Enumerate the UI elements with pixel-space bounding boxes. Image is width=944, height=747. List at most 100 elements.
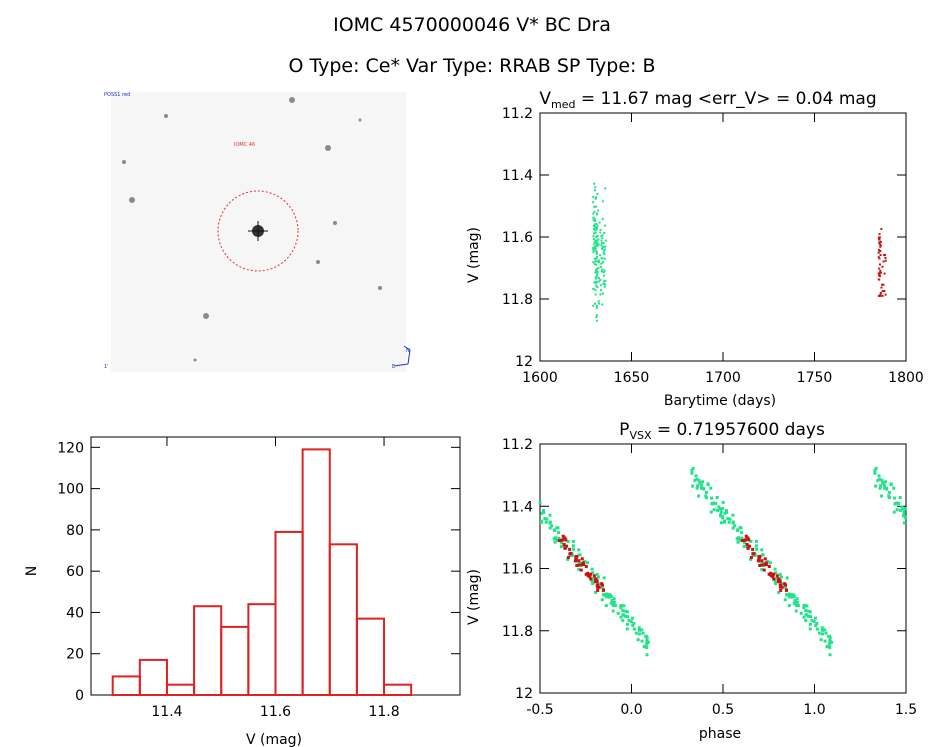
phased-point <box>893 501 897 505</box>
phased-point <box>698 481 702 485</box>
phased-point <box>737 536 741 540</box>
phased-point <box>564 544 568 548</box>
lightcurve-time-ytick-label: 11.6 <box>502 230 533 246</box>
phased-point <box>695 477 699 481</box>
finder-star <box>193 358 197 362</box>
lightcurve-time-point <box>883 289 886 292</box>
phased-point <box>585 561 589 565</box>
histogram-xtick-label: 11.6 <box>260 704 291 720</box>
phased-point <box>701 486 705 490</box>
lightcurve-time-point <box>599 231 602 234</box>
lightcurve-time-point <box>884 293 887 296</box>
phased-point <box>630 616 634 620</box>
phased-point <box>572 547 576 551</box>
phased-point <box>889 483 893 487</box>
phased-point <box>887 496 891 500</box>
phased-point <box>760 559 764 563</box>
phased-point <box>596 585 600 589</box>
phased-lightcurve-panel: PVSX = 0.71957600 days phase V (mag) -0.… <box>466 420 917 742</box>
lightcurve-time-point <box>593 281 596 284</box>
lightcurve-time-point <box>601 247 604 250</box>
phased-point <box>715 496 719 500</box>
phased-point <box>560 541 564 545</box>
lightcurve-time-point <box>592 261 595 264</box>
phased-point <box>568 552 572 556</box>
lightcurve-time-point <box>879 293 882 296</box>
phased-point <box>828 636 832 640</box>
lightcurve-time-ytick-label: 11.4 <box>502 168 533 184</box>
phased-point <box>771 575 775 579</box>
phased-point <box>719 514 723 518</box>
phased-point <box>723 511 727 515</box>
phased-point <box>777 590 781 594</box>
phased-point <box>568 547 572 551</box>
lightcurve-time-point <box>603 285 606 288</box>
phased-point <box>795 597 799 601</box>
phased-point <box>892 486 896 490</box>
phased-point <box>760 548 764 552</box>
lightcurve-time-point <box>596 286 599 289</box>
phased-point <box>878 477 882 481</box>
phased-point <box>619 615 623 619</box>
phased-ytick-label: 11.2 <box>502 437 533 453</box>
lightcurve-time-point <box>604 245 607 248</box>
lightcurve-time-point <box>602 242 605 245</box>
phased-point <box>769 574 773 578</box>
phased-point <box>553 529 557 533</box>
phased-point <box>793 598 797 602</box>
lightcurve-time-point <box>881 283 884 286</box>
phased-point <box>575 555 579 559</box>
phased-ytick-label: 11.8 <box>502 624 533 640</box>
lightcurve-time-point <box>592 251 595 254</box>
lightcurve-time-point <box>595 263 598 266</box>
lightcurve-time-point <box>594 271 597 274</box>
lightcurve-time-point <box>595 277 598 280</box>
phased-point <box>625 627 629 631</box>
phased-point <box>586 574 590 578</box>
histogram-xtick-label: 11.4 <box>151 704 182 720</box>
phased-point <box>792 601 796 605</box>
finder-label-target: IOMC 46 <box>234 142 255 148</box>
phased-point <box>538 500 542 504</box>
lightcurve-time-point <box>594 281 597 284</box>
phased-point <box>601 588 605 592</box>
phased-point <box>629 620 633 624</box>
histogram-bar <box>111 675 141 697</box>
lightcurve-time-point <box>593 226 596 229</box>
phased-point <box>792 593 796 597</box>
phased-point <box>595 572 599 576</box>
phased-point <box>605 594 609 598</box>
lightcurve-time-point <box>594 219 597 222</box>
phased-point <box>897 501 901 505</box>
phased-point <box>566 557 570 561</box>
phased-point <box>543 517 547 521</box>
lightcurve-time-point <box>594 258 597 261</box>
lightcurve-time-point <box>599 228 602 231</box>
phased-point <box>719 510 723 514</box>
phased-point <box>820 626 824 630</box>
lightcurve-time-point <box>599 265 602 268</box>
phased-point <box>749 557 753 561</box>
phased-frame <box>539 443 907 694</box>
lightcurve-time-point <box>603 274 606 277</box>
phased-point <box>779 575 783 579</box>
lightcurve-time-point <box>595 223 598 226</box>
lightcurve-time-point <box>592 238 595 241</box>
phased-point <box>746 546 750 550</box>
lightcurve-time-point <box>600 262 603 265</box>
phased-point <box>579 568 583 572</box>
finder-star <box>378 286 382 290</box>
phased-point <box>645 642 649 646</box>
phased-point <box>773 580 777 584</box>
phased-point <box>721 516 725 520</box>
phased-point <box>540 511 544 515</box>
phased-point <box>823 628 827 632</box>
phased-point <box>739 526 743 530</box>
lightcurve-time-point <box>600 239 603 242</box>
phased-xtick-label: -0.5 <box>526 702 553 718</box>
phased-point <box>612 600 616 604</box>
phased-point <box>577 553 581 557</box>
phased-point <box>712 501 716 505</box>
phased-point <box>720 507 724 511</box>
